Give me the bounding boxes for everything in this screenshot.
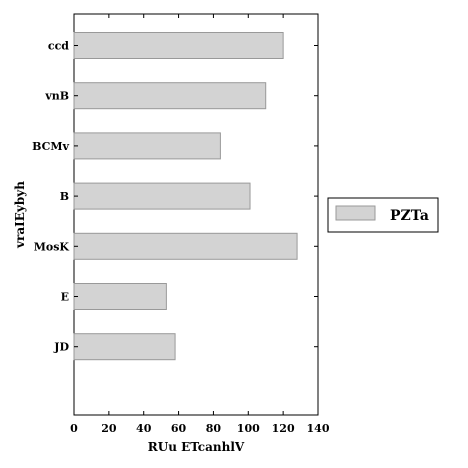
bar-JD [73,333,176,361]
legend-swatch [335,205,376,221]
x-tick-label-40: 40 [136,422,152,435]
y-tick-label-B: B [60,190,69,203]
bars-group [73,32,298,361]
plot-area [73,13,319,416]
y-axis-label: vraIEybyh [13,181,27,249]
y-tick-label-ccd: ccd [48,40,69,53]
bar-E [73,283,167,310]
y-tick-label-JD: JD [53,341,69,354]
x-tick-label-60: 60 [171,422,187,435]
plot-border [73,13,319,416]
bar-ccd [73,32,284,59]
y-tick-label-vnB: vnB [44,90,69,103]
x-axis-label: RUu ETcanhlV [148,440,245,454]
y-tick-label-E: E [61,291,69,304]
x-tick-label-100: 100 [237,422,260,435]
legend: PZTa [327,197,439,233]
bar-MosK [73,232,298,260]
y-tick-label-MosK: MosK [34,240,70,253]
bar-vnB [73,82,267,110]
x-tick-label-120: 120 [272,422,295,435]
x-tick-label-80: 80 [206,422,222,435]
bar-BCMv [73,132,221,160]
x-tick-label-20: 20 [101,422,117,435]
y-tick-label-BCMv: BCMv [32,140,69,153]
x-tick-label-140: 140 [307,422,330,435]
x-tick-label-0: 0 [70,422,78,435]
x-ticks: 0 20 40 60 80 100 120 140 [70,14,330,435]
bar-B [73,182,251,210]
legend-label: PZTa [390,208,429,224]
y-ticks: ccd vnB BCMv B MosK E JD [32,40,318,354]
